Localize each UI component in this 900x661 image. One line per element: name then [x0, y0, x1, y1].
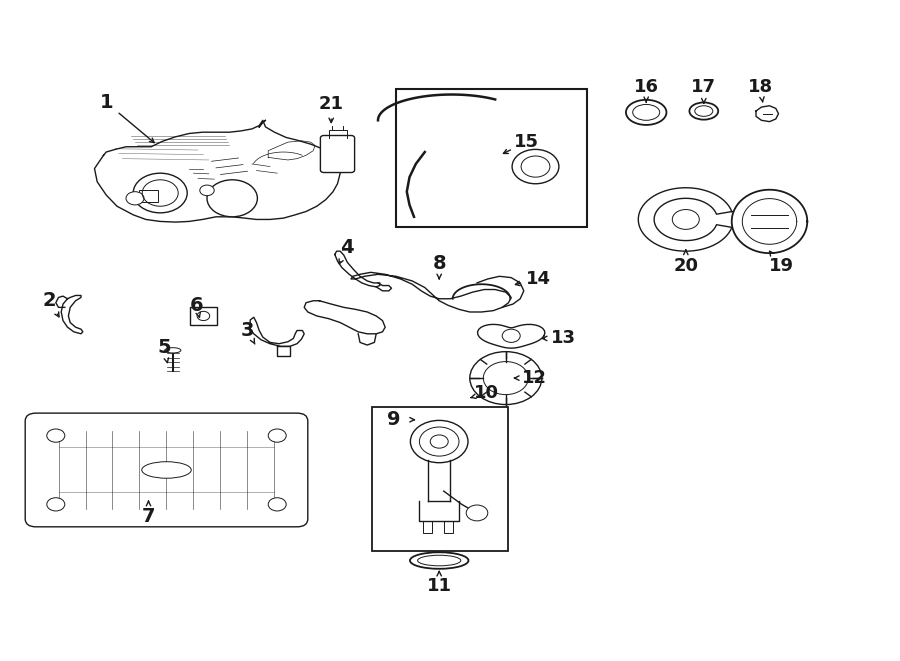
- Ellipse shape: [689, 102, 718, 120]
- Circle shape: [470, 352, 542, 405]
- Circle shape: [672, 210, 699, 229]
- Polygon shape: [732, 190, 807, 253]
- Text: 1: 1: [99, 93, 113, 112]
- Text: 4: 4: [339, 239, 354, 257]
- Ellipse shape: [165, 348, 181, 353]
- Text: 14: 14: [526, 270, 551, 288]
- FancyBboxPatch shape: [190, 307, 217, 325]
- Text: 21: 21: [319, 95, 344, 114]
- Text: 16: 16: [634, 78, 659, 97]
- Text: 3: 3: [241, 321, 255, 340]
- Ellipse shape: [626, 100, 666, 125]
- Polygon shape: [250, 317, 304, 346]
- Text: 13: 13: [551, 329, 576, 348]
- Polygon shape: [756, 106, 778, 122]
- Circle shape: [466, 505, 488, 521]
- Text: 11: 11: [427, 577, 452, 596]
- FancyBboxPatch shape: [25, 413, 308, 527]
- Circle shape: [207, 180, 257, 217]
- Polygon shape: [304, 301, 385, 334]
- Polygon shape: [61, 295, 83, 334]
- Text: 10: 10: [473, 384, 499, 403]
- Text: 20: 20: [673, 256, 698, 275]
- FancyBboxPatch shape: [320, 136, 355, 173]
- Circle shape: [200, 185, 214, 196]
- FancyBboxPatch shape: [396, 89, 587, 227]
- Ellipse shape: [142, 461, 191, 479]
- Text: 2: 2: [42, 292, 57, 310]
- Ellipse shape: [410, 553, 468, 568]
- Polygon shape: [94, 120, 340, 222]
- Polygon shape: [351, 272, 511, 312]
- Circle shape: [126, 192, 144, 205]
- Text: 5: 5: [157, 338, 171, 356]
- Polygon shape: [638, 188, 732, 251]
- Text: 6: 6: [189, 296, 203, 315]
- Text: 12: 12: [522, 369, 547, 387]
- Circle shape: [268, 498, 286, 511]
- Text: 7: 7: [142, 508, 155, 526]
- Text: 19: 19: [769, 256, 794, 275]
- Text: 15: 15: [514, 133, 539, 151]
- Polygon shape: [478, 325, 544, 348]
- Circle shape: [268, 429, 286, 442]
- FancyBboxPatch shape: [139, 190, 158, 202]
- Circle shape: [133, 173, 187, 213]
- Circle shape: [512, 149, 559, 184]
- FancyBboxPatch shape: [372, 407, 508, 551]
- Text: 17: 17: [691, 78, 716, 97]
- Text: 18: 18: [748, 78, 773, 97]
- Circle shape: [47, 498, 65, 511]
- Polygon shape: [335, 251, 380, 287]
- Circle shape: [47, 429, 65, 442]
- Circle shape: [410, 420, 468, 463]
- Text: 9: 9: [387, 410, 401, 429]
- Text: 8: 8: [432, 254, 446, 272]
